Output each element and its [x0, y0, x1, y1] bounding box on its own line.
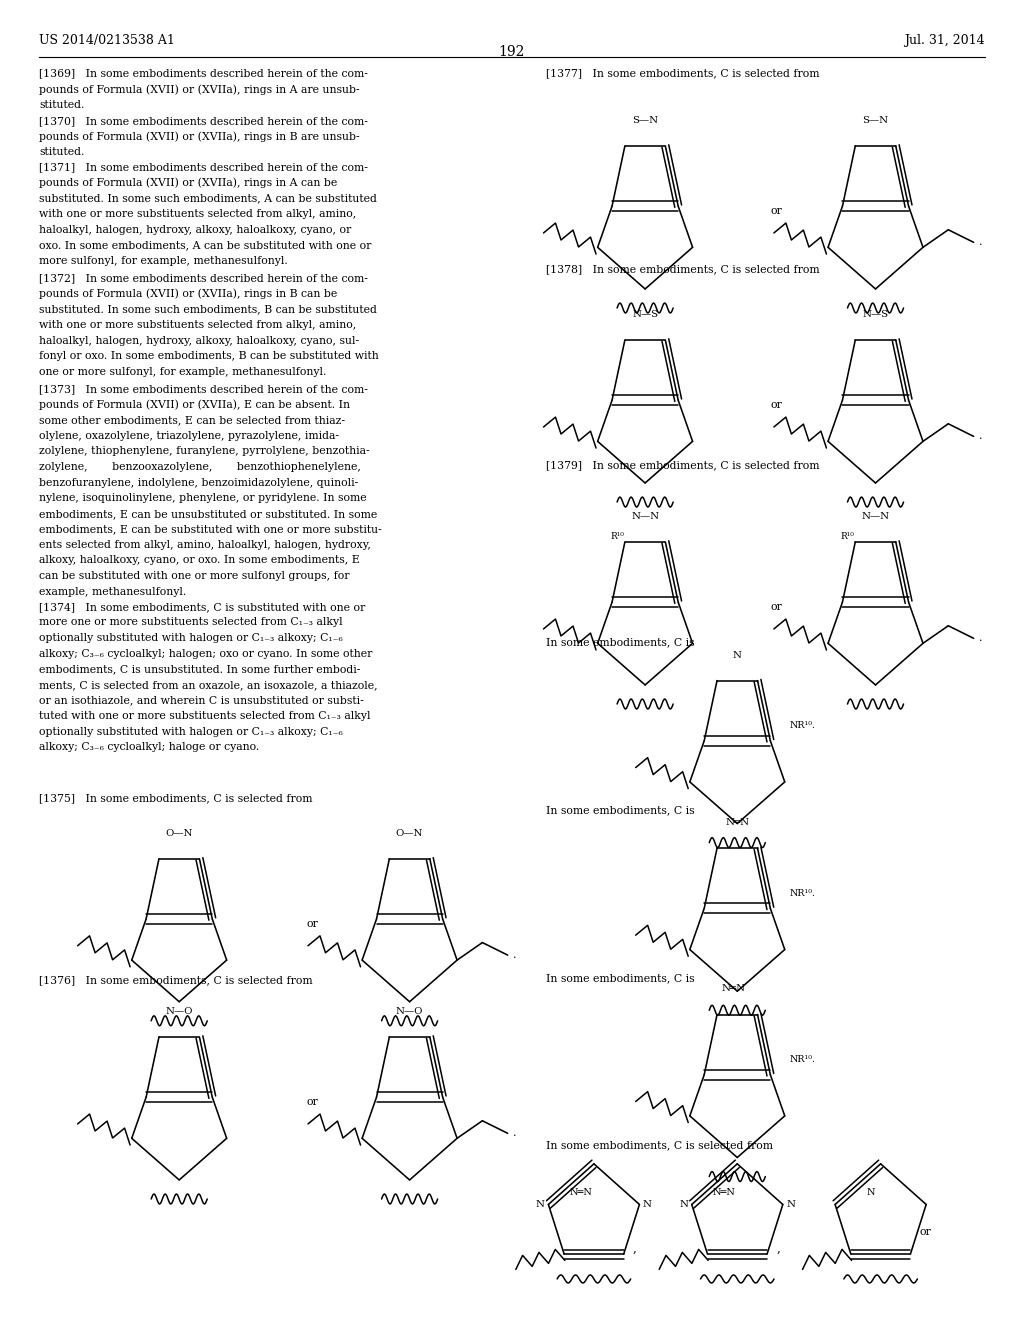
Text: zolylene,       benzooxazolylene,       benzothiophenelylene,: zolylene, benzooxazolylene, benzothiophe… [39, 462, 360, 473]
Text: optionally substituted with halogen or C₁₋₃ alkoxy; C₁₋₆: optionally substituted with halogen or C… [39, 634, 343, 643]
Text: N: N [679, 1200, 688, 1209]
Text: with one or more substituents selected from alkyl, amino,: with one or more substituents selected f… [39, 319, 356, 330]
Text: N—O: N—O [396, 1007, 423, 1016]
Text: N—S: N—S [862, 310, 889, 319]
Text: N: N [536, 1200, 545, 1209]
Text: more sulfonyl, for example, methanesulfonyl.: more sulfonyl, for example, methanesulfo… [39, 256, 288, 265]
Text: embodiments, C is unsubstituted. In some further embodi-: embodiments, C is unsubstituted. In some… [39, 664, 360, 675]
Text: pounds of Formula (XVII) or (XVIIa), rings in B can be: pounds of Formula (XVII) or (XVIIa), rin… [39, 289, 337, 300]
Text: haloalkyl, halogen, hydroxy, alkoxy, haloalkoxy, cyano, or: haloalkyl, halogen, hydroxy, alkoxy, hal… [39, 224, 351, 235]
Text: S—N: S—N [862, 116, 889, 125]
Text: [1369]   In some embodiments described herein of the com-: [1369] In some embodiments described her… [39, 69, 368, 79]
Text: tuted with one or more substituents selected from C₁₋₃ alkyl: tuted with one or more substituents sele… [39, 711, 371, 721]
Text: substituted. In some such embodiments, A can be substituted: substituted. In some such embodiments, A… [39, 194, 377, 203]
Text: NR¹⁰.: NR¹⁰. [790, 888, 816, 898]
Text: alkoxy, haloalkoxy, cyano, or oxo. In some embodiments, E: alkoxy, haloalkoxy, cyano, or oxo. In so… [39, 556, 359, 565]
Text: N═N: N═N [725, 818, 750, 828]
Text: N═N: N═N [713, 1188, 735, 1197]
Text: In some embodiments, C is: In some embodiments, C is [546, 805, 694, 816]
Text: ments, C is selected from an oxazole, an isoxazole, a thiazole,: ments, C is selected from an oxazole, an… [39, 680, 378, 690]
Text: N—N: N—N [861, 512, 890, 521]
Text: alkoxy; C₃₋₆ cycloalkyl; haloge or cyano.: alkoxy; C₃₋₆ cycloalkyl; haloge or cyano… [39, 742, 259, 752]
Text: O—N: O—N [166, 829, 193, 838]
Text: or: or [770, 206, 782, 216]
Text: or: or [306, 919, 318, 929]
Text: [1375]   In some embodiments, C is selected from: [1375] In some embodiments, C is selecte… [39, 793, 312, 804]
Text: olylene, oxazolylene, triazolylene, pyrazolylene, imida-: olylene, oxazolylene, triazolylene, pyra… [39, 430, 339, 441]
Text: N—S: N—S [632, 310, 658, 319]
Text: O—N: O—N [396, 829, 423, 838]
Text: R¹⁰: R¹⁰ [841, 532, 855, 541]
Text: pounds of Formula (XVII) or (XVIIa), rings in A can be: pounds of Formula (XVII) or (XVIIa), rin… [39, 178, 337, 189]
Text: [1376]   In some embodiments, C is selected from: [1376] In some embodiments, C is selecte… [39, 975, 312, 986]
Text: pounds of Formula (XVII) or (XVIIa), rings in B are unsub-: pounds of Formula (XVII) or (XVIIa), rin… [39, 132, 359, 143]
Text: N═N: N═N [569, 1188, 592, 1197]
Text: NR¹⁰.: NR¹⁰. [790, 721, 816, 730]
Text: or: or [770, 602, 782, 612]
Text: [1371]   In some embodiments described herein of the com-: [1371] In some embodiments described her… [39, 162, 368, 173]
Text: S—N: S—N [632, 116, 658, 125]
Text: or: or [770, 400, 782, 411]
Text: [1378]   In some embodiments, C is selected from: [1378] In some embodiments, C is selecte… [546, 264, 819, 275]
Text: embodiments, E can be unsubstituted or substituted. In some: embodiments, E can be unsubstituted or s… [39, 508, 377, 519]
Text: N—N: N—N [631, 512, 659, 521]
Text: Jul. 31, 2014: Jul. 31, 2014 [904, 34, 985, 48]
Text: benzofuranylene, indolylene, benzoimidazolylene, quinoli-: benzofuranylene, indolylene, benzoimidaz… [39, 478, 358, 487]
Text: [1374]   In some embodiments, C is substituted with one or: [1374] In some embodiments, C is substit… [39, 602, 366, 612]
Text: example, methanesulfonyl.: example, methanesulfonyl. [39, 586, 186, 597]
Text: nylene, isoquinolinylene, phenylene, or pyridylene. In some: nylene, isoquinolinylene, phenylene, or … [39, 494, 367, 503]
Text: R¹⁰: R¹⁰ [610, 532, 625, 541]
Text: stituted.: stituted. [39, 100, 84, 110]
Text: In some embodiments, C is: In some embodiments, C is [546, 973, 694, 983]
Text: [1377]   In some embodiments, C is selected from: [1377] In some embodiments, C is selecte… [546, 69, 819, 79]
Text: haloalkyl, halogen, hydroxy, alkoxy, haloalkoxy, cyano, sul-: haloalkyl, halogen, hydroxy, alkoxy, hal… [39, 335, 359, 346]
Text: oxo. In some embodiments, A can be substituted with one or: oxo. In some embodiments, A can be subst… [39, 240, 372, 251]
Text: zolylene, thiophenylene, furanylene, pyrrolylene, benzothia-: zolylene, thiophenylene, furanylene, pyr… [39, 446, 370, 457]
Text: ents selected from alkyl, amino, haloalkyl, halogen, hydroxy,: ents selected from alkyl, amino, haloalk… [39, 540, 371, 550]
Text: N: N [866, 1188, 874, 1197]
Text: US 2014/0213538 A1: US 2014/0213538 A1 [39, 34, 175, 48]
Text: In some embodiments, C is: In some embodiments, C is [546, 638, 694, 648]
Text: .: . [513, 950, 517, 960]
Text: 192: 192 [499, 45, 525, 59]
Text: or: or [306, 1097, 318, 1107]
Text: .: . [979, 634, 983, 643]
Text: N: N [733, 651, 741, 660]
Text: or: or [920, 1226, 931, 1237]
Text: [1370]   In some embodiments described herein of the com-: [1370] In some embodiments described her… [39, 116, 368, 127]
Text: or an isothiazole, and wherein C is unsubstituted or substi-: or an isothiazole, and wherein C is unsu… [39, 696, 364, 705]
Text: optionally substituted with halogen or C₁₋₃ alkoxy; C₁₋₆: optionally substituted with halogen or C… [39, 726, 343, 737]
Text: .: . [513, 1129, 517, 1138]
Text: N—O: N—O [166, 1007, 193, 1016]
Text: alkoxy; C₃₋₆ cycloalkyl; halogen; oxo or cyano. In some other: alkoxy; C₃₋₆ cycloalkyl; halogen; oxo or… [39, 648, 373, 659]
Text: with one or more substituents selected from alkyl, amino,: with one or more substituents selected f… [39, 209, 356, 219]
Text: embodiments, E can be substituted with one or more substitu-: embodiments, E can be substituted with o… [39, 524, 382, 535]
Text: [1379]   In some embodiments, C is selected from: [1379] In some embodiments, C is selecte… [546, 461, 819, 471]
Text: pounds of Formula (XVII) or (XVIIa), rings in A are unsub-: pounds of Formula (XVII) or (XVIIa), rin… [39, 84, 359, 95]
Text: can be substituted with one or more sulfonyl groups, for: can be substituted with one or more sulf… [39, 572, 349, 581]
Text: ,: , [776, 1242, 780, 1255]
Text: N: N [786, 1200, 796, 1209]
Text: some other embodiments, E can be selected from thiaz-: some other embodiments, E can be selecte… [39, 416, 345, 425]
Text: substituted. In some such embodiments, B can be substituted: substituted. In some such embodiments, B… [39, 305, 377, 314]
Text: .: . [979, 432, 983, 441]
Text: more one or more substituents selected from C₁₋₃ alkyl: more one or more substituents selected f… [39, 618, 343, 627]
Text: [1373]   In some embodiments described herein of the com-: [1373] In some embodiments described her… [39, 384, 368, 395]
Text: ,: , [633, 1242, 637, 1255]
Text: N═N: N═N [721, 985, 745, 994]
Text: .: . [979, 238, 983, 247]
Text: one or more sulfonyl, for example, methanesulfonyl.: one or more sulfonyl, for example, metha… [39, 367, 327, 376]
Text: [1372]   In some embodiments described herein of the com-: [1372] In some embodiments described her… [39, 273, 368, 284]
Text: stituted.: stituted. [39, 148, 84, 157]
Text: N: N [643, 1200, 652, 1209]
Text: In some embodiments, C is selected from: In some embodiments, C is selected from [546, 1140, 773, 1151]
Text: fonyl or oxo. In some embodiments, B can be substituted with: fonyl or oxo. In some embodiments, B can… [39, 351, 379, 362]
Text: NR¹⁰.: NR¹⁰. [790, 1055, 816, 1064]
Text: pounds of Formula (XVII) or (XVIIa), E can be absent. In: pounds of Formula (XVII) or (XVIIa), E c… [39, 400, 350, 411]
